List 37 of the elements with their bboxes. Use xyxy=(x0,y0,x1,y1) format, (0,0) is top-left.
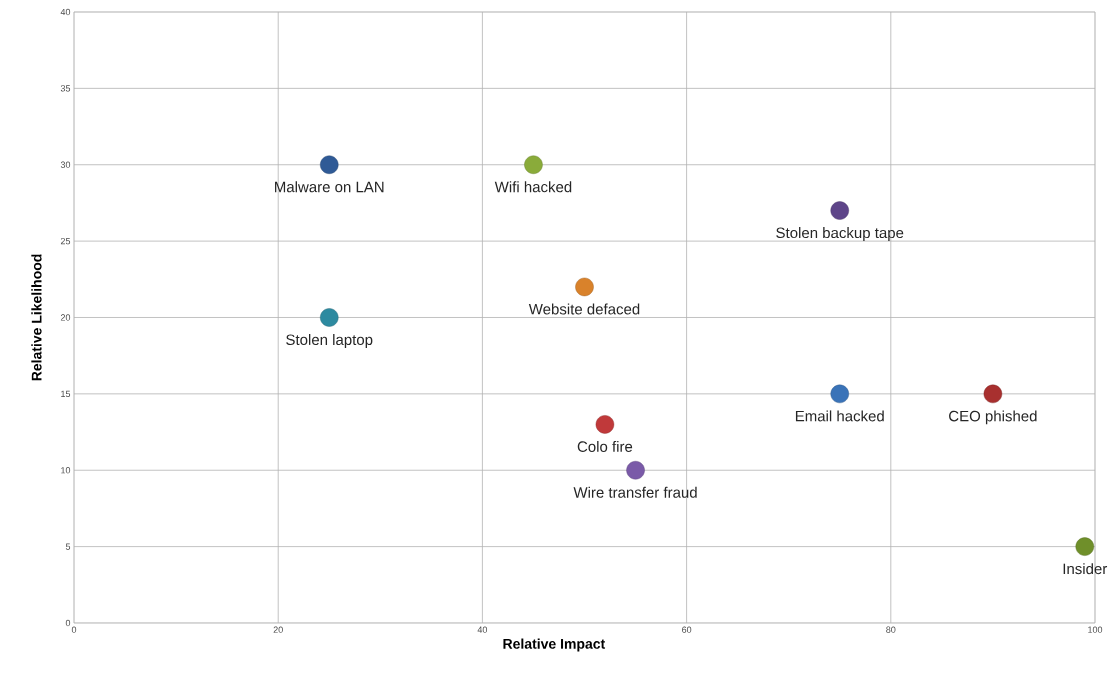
y-tick-label: 0 xyxy=(65,619,71,627)
y-tick-label: 35 xyxy=(60,85,71,92)
y-tick-label: 10 xyxy=(61,467,71,474)
point xyxy=(524,155,543,174)
series-label: Website defaced xyxy=(528,303,640,315)
series-label: Stolen backup tape xyxy=(776,227,904,242)
y-tick-label: 15 xyxy=(61,390,71,398)
x-tick-label: 0 xyxy=(71,626,77,633)
point xyxy=(575,277,594,297)
series-label: Malware on LAN xyxy=(275,181,384,193)
y-tick-label: 40 xyxy=(60,8,71,16)
point xyxy=(320,155,339,174)
x-tick-label: 60 xyxy=(682,626,692,633)
point xyxy=(830,384,849,404)
y-tick-label: 25 xyxy=(60,237,71,245)
series-label: Insider xyxy=(1063,563,1108,575)
series-label: Stolen laptop xyxy=(286,334,373,348)
x-tick-label: 80 xyxy=(886,626,896,633)
point xyxy=(626,461,645,480)
x-tick-label: 100 xyxy=(1088,626,1103,633)
series-label: Wire transfer fraud xyxy=(573,486,697,498)
point xyxy=(595,415,615,434)
point xyxy=(830,201,849,220)
series-label: Email hacked xyxy=(795,410,884,422)
point xyxy=(983,384,1003,404)
y-axis-title: Relative Likelihood xyxy=(31,254,42,381)
y-tick-label: 30 xyxy=(60,161,71,168)
series-label: CEO phished xyxy=(949,410,1037,425)
x-tick-label: 20 xyxy=(273,626,283,633)
y-tick-label: 5 xyxy=(65,543,71,550)
x-axis-title: Relative Impact xyxy=(503,638,606,652)
point xyxy=(1075,537,1094,556)
series-label: Colo fire xyxy=(577,440,633,452)
point xyxy=(320,308,339,327)
series-label: Wifi hacked xyxy=(494,181,572,193)
x-tick-label: 40 xyxy=(477,626,488,633)
y-tick-label: 20 xyxy=(60,314,71,321)
